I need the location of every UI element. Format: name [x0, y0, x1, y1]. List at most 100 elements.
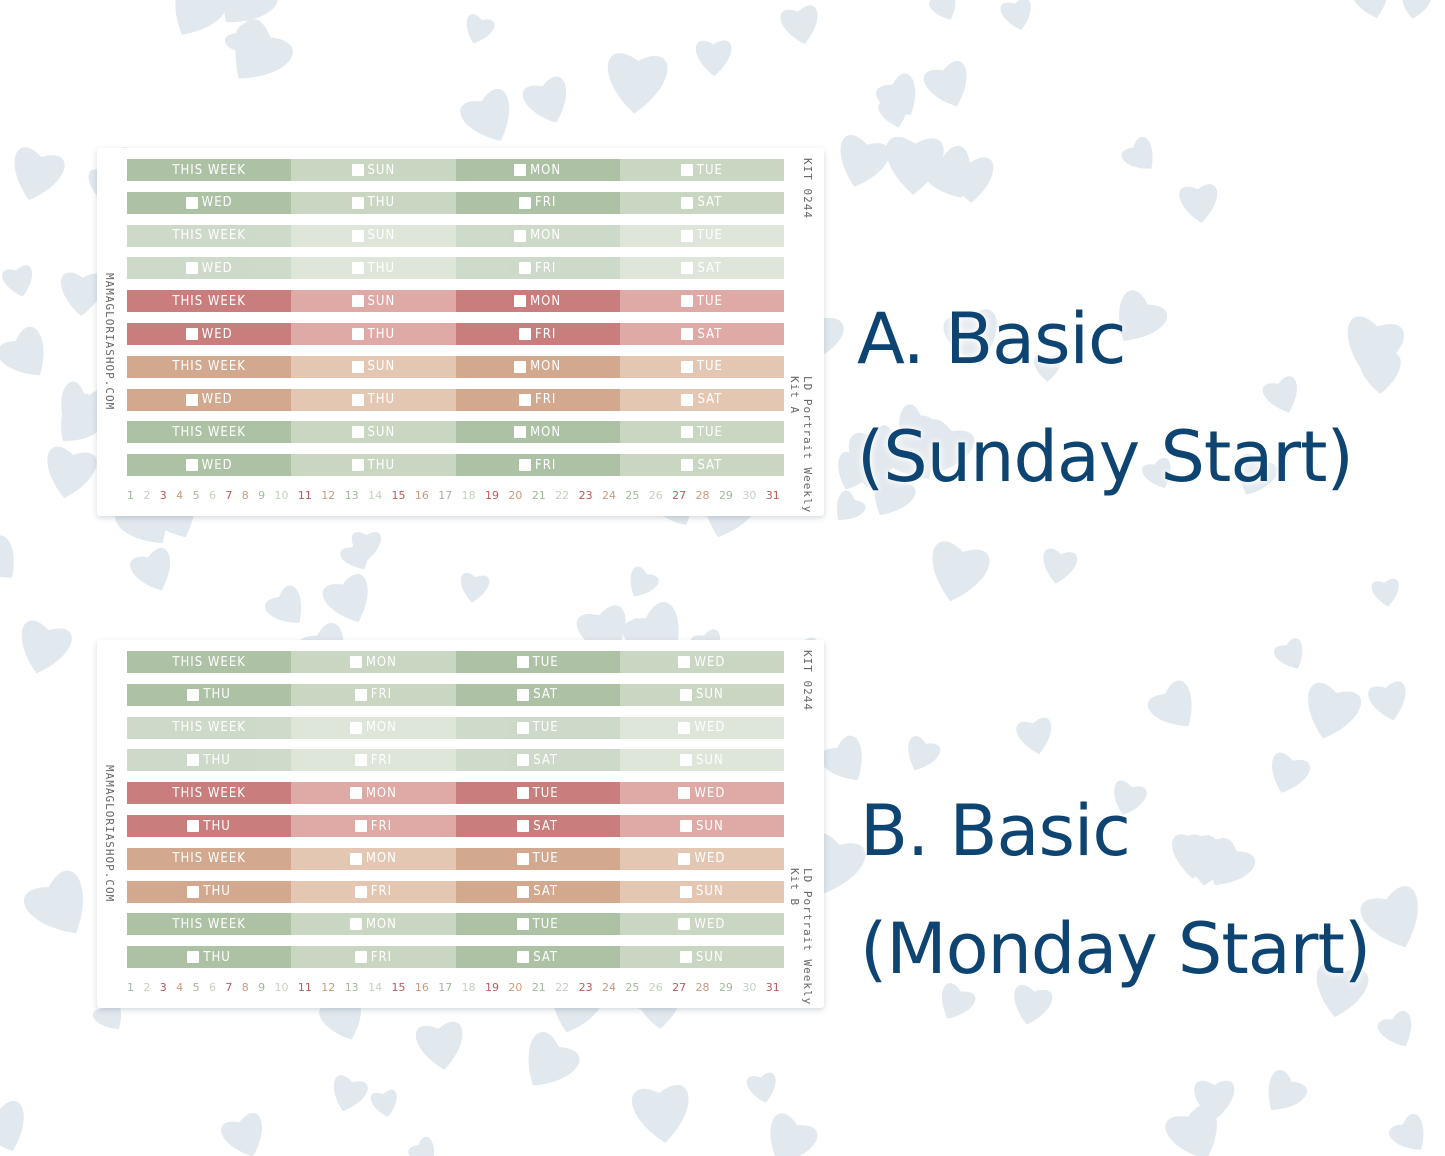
heart-shape: [1119, 290, 1168, 341]
sticker-label: SUN: [696, 884, 724, 900]
sticker-label: THIS WEEK: [172, 654, 246, 670]
checkbox-icon: [349, 656, 362, 668]
date-number: 13: [344, 981, 359, 994]
date-number: 2: [143, 981, 151, 994]
sticker-label: SAT: [533, 884, 559, 900]
date-number: 18: [461, 489, 476, 502]
date-number: 16: [414, 981, 429, 994]
heart-shape: [61, 381, 99, 420]
sticker-cell: TUE: [455, 782, 620, 805]
checkbox-icon: [187, 951, 200, 964]
sticker-label: SUN: [696, 949, 724, 965]
title-b: B. Basic (Monday Start): [860, 772, 1371, 1008]
heart-shape: [0, 327, 44, 376]
checkbox-icon: [354, 820, 367, 832]
checkbox-icon: [351, 164, 364, 176]
heart-shape: [1043, 548, 1078, 584]
sticker-label: SAT: [533, 949, 559, 965]
date-number: 15: [391, 489, 406, 502]
checkbox-icon: [514, 295, 527, 308]
sticker-cell: WED: [619, 782, 784, 805]
sticker-label: SAT: [697, 457, 723, 473]
sticker-cell: TUE: [455, 913, 620, 936]
date-number-row: 1 2 3 4 5 6 7 8 9 10 11 12 13 14 15 16 17 18 19 20 21 22 23 24 2…: [127, 489, 780, 502]
sticker-label: FRI: [534, 326, 557, 342]
checkbox-icon: [516, 918, 529, 931]
sticker-label: FRI: [370, 818, 393, 834]
title-a-line1: A. Basic: [857, 298, 1126, 380]
heart-shape: [929, 0, 956, 20]
checkbox-icon: [678, 787, 691, 800]
sticker-label: THIS WEEK: [172, 720, 246, 736]
date-number: 7: [225, 489, 233, 502]
checkbox-icon: [351, 426, 364, 439]
sticker-cell: FRI: [455, 454, 620, 477]
checkbox-icon: [680, 885, 692, 898]
sticker-cell: FRI: [455, 191, 620, 214]
checkbox-icon: [517, 688, 530, 701]
sticker-label: FRI: [370, 884, 393, 900]
sticker-row: THIS WEEK MON TUE WED: [127, 847, 784, 870]
sticker-label: THIS WEEK: [172, 424, 246, 440]
heart-shape: [221, 1113, 262, 1156]
heart-shape: [923, 60, 967, 107]
sticker-label: MON: [530, 162, 562, 178]
sticker-cell: THIS WEEK: [127, 159, 292, 181]
date-number: 19: [485, 981, 500, 994]
sticker-label: MON: [365, 916, 397, 932]
sticker-cell: THIS WEEK: [127, 716, 292, 739]
sticker-cell: MON: [291, 913, 456, 936]
sticker-cell: SUN: [619, 946, 784, 969]
sticker-cell: SUN: [291, 290, 456, 313]
date-number: 9: [258, 981, 266, 994]
heart-shape: [819, 735, 862, 781]
heart-shape: [878, 97, 908, 128]
sticker-row: THIS WEEK MON TUE WED: [127, 782, 784, 805]
date-number: 7: [225, 981, 233, 994]
heart-shape: [0, 1100, 24, 1151]
sticker-label: THU: [203, 949, 231, 965]
heart-shape: [1033, 355, 1061, 382]
sticker-row: THIS WEEK SUN MON TUE: [127, 355, 784, 378]
sticker-label: SUN: [696, 818, 724, 834]
heart-shape: [528, 1031, 580, 1086]
sticker-label: WED: [201, 457, 233, 473]
heart-shape: [695, 40, 732, 76]
heart-shape: [1272, 752, 1310, 793]
date-number: 23: [578, 489, 593, 502]
checkbox-icon: [351, 393, 364, 406]
heart-shape: [223, 0, 278, 23]
checkbox-icon: [514, 229, 527, 242]
sticker-cell: FRI: [291, 880, 456, 903]
checkbox-icon: [351, 328, 364, 340]
date-number: 22: [555, 489, 570, 502]
sticker-label: SUN: [696, 752, 724, 768]
sticker-label: SAT: [697, 392, 723, 408]
sticker-cell: THU: [127, 815, 292, 837]
sticker-cell: SUN: [291, 159, 456, 181]
sticker-label: THU: [203, 818, 231, 834]
date-number: 30: [742, 981, 757, 994]
heart-shape: [874, 471, 916, 516]
heart-shape: [460, 573, 490, 603]
title-a-line2: (Sunday Start): [857, 416, 1354, 498]
date-number: 28: [695, 981, 710, 994]
sticker-label: WED: [201, 392, 233, 408]
sticker-cell: SAT: [455, 880, 620, 903]
date-number: 26: [648, 489, 663, 502]
sticker-cell: WED: [619, 913, 784, 936]
date-number: 27: [672, 981, 687, 994]
date-number: 22: [555, 981, 570, 994]
date-number: 28: [695, 489, 710, 502]
heart-shape: [1165, 1104, 1217, 1156]
heart-shape: [0, 535, 14, 578]
sticker-cell: SAT: [619, 323, 784, 345]
checkbox-icon: [514, 426, 527, 439]
sticker-label: FRI: [370, 687, 393, 703]
date-number: 1: [127, 489, 134, 502]
shop-url-label: MAMAGLORIASHOP.COM: [103, 765, 116, 903]
sticker-label: TUE: [696, 228, 723, 244]
heart-shape: [175, 0, 226, 35]
sticker-sheet-b: THIS WEEK MON TUE WED THU FRI SAT SUN THIS WEEK M…: [97, 640, 824, 1008]
sticker-cell: FRI: [291, 815, 456, 837]
